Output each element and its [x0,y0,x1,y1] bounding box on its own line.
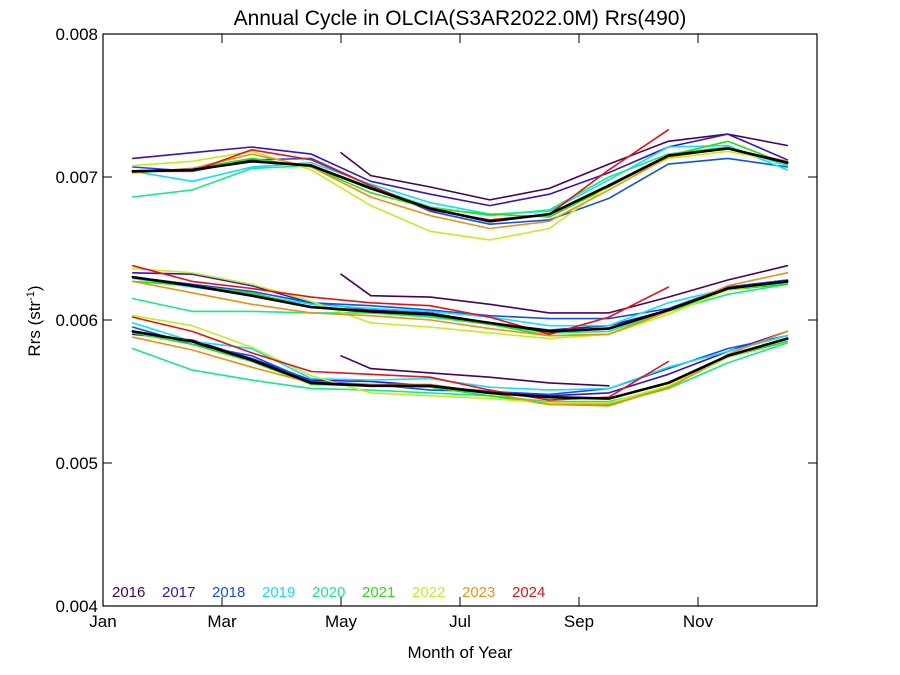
legend-entry: 2024 [512,584,545,601]
legend-entry: 2022 [412,584,445,601]
series-mean [131,147,789,400]
y-tick-label: 0.004 [55,597,98,616]
y-axis-label-main: Rrs (str [25,301,44,357]
series-line [132,267,789,340]
series-2022 [132,150,789,404]
series-line [131,147,789,223]
series-2024 [132,129,670,401]
series-line [340,133,789,201]
series-2017 [132,133,789,397]
series-line [132,147,789,230]
series-line [340,264,789,314]
series-2020 [132,146,789,403]
series-line [340,354,610,387]
series-line [131,275,789,333]
legend: 2016 2017 2018 2019 2020 2021 2022 2023 2024 [112,584,545,601]
series-line [132,330,789,406]
legend-entry: 2017 [162,584,195,601]
series-line [132,133,789,207]
series-layer [131,129,789,407]
y-tick-label: 0.005 [55,454,98,473]
x-tick-label: Nov [683,612,714,631]
x-tick-label: Sep [564,612,594,631]
series-line [132,276,789,320]
series-line [131,330,789,400]
series-line [132,280,789,337]
legend-entry: 2020 [312,584,345,601]
x-tick-label: Jul [449,612,471,631]
x-tick-label: May [325,612,358,631]
x-axis-label: Month of Year [408,643,513,662]
y-axis-label-tail: ) [25,285,44,291]
legend-entry: 2016 [112,584,145,601]
legend-entry: 2023 [462,584,495,601]
axis-ticks: Jan Mar May Jul Sep Nov 0.004 0.005 0.006 0.007 0.… [55,25,817,631]
y-axis-label: Rrs (str-1) [25,285,44,356]
legend-entry: 2019 [262,584,295,601]
legend-entry: 2018 [212,584,245,601]
legend-entry: 2021 [362,584,395,601]
series-2016 [340,133,789,387]
y-tick-label: 0.006 [55,311,98,330]
series-line [132,264,670,336]
y-axis-label-sup: -1 [25,291,37,301]
series-line [132,314,789,404]
x-tick-label: Jan [89,612,116,631]
y-tick-label: 0.008 [55,25,98,44]
series-line [132,330,789,397]
chart-title: Annual Cycle in OLCIA(S3AR2022.0M) Rrs(4… [234,7,687,30]
series-line [132,342,789,403]
series-line [132,144,789,215]
x-tick-label: Mar [207,612,237,631]
y-tick-label: 0.007 [55,168,98,187]
